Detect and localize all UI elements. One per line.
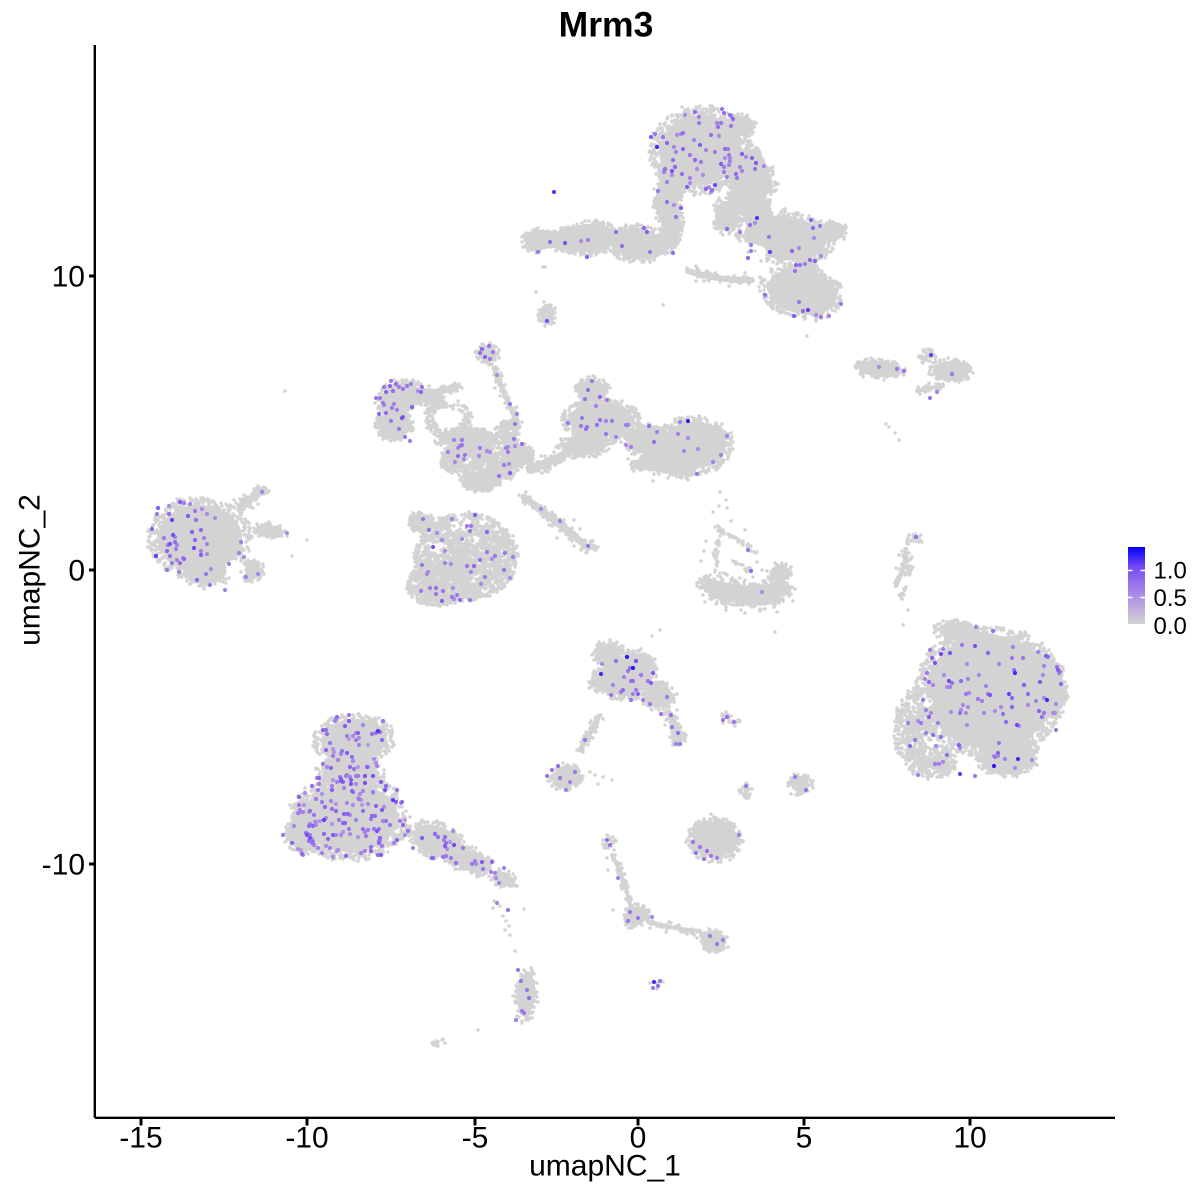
svg-text:-5: -5 — [462, 1122, 489, 1155]
svg-text:-15: -15 — [119, 1122, 162, 1155]
svg-text:0: 0 — [68, 555, 85, 588]
svg-text:10: 10 — [52, 261, 85, 294]
svg-text:umapNC_2: umapNC_2 — [14, 494, 47, 646]
svg-text:-10: -10 — [42, 849, 85, 882]
svg-text:Mrm3: Mrm3 — [559, 5, 654, 45]
svg-text:0.0: 0.0 — [1154, 613, 1187, 640]
svg-text:-10: -10 — [285, 1122, 328, 1155]
svg-text:5: 5 — [796, 1122, 813, 1155]
svg-text:0.5: 0.5 — [1154, 585, 1187, 612]
svg-text:1.0: 1.0 — [1154, 558, 1187, 585]
svg-text:umapNC_1: umapNC_1 — [529, 1150, 681, 1183]
svg-text:10: 10 — [953, 1122, 986, 1155]
